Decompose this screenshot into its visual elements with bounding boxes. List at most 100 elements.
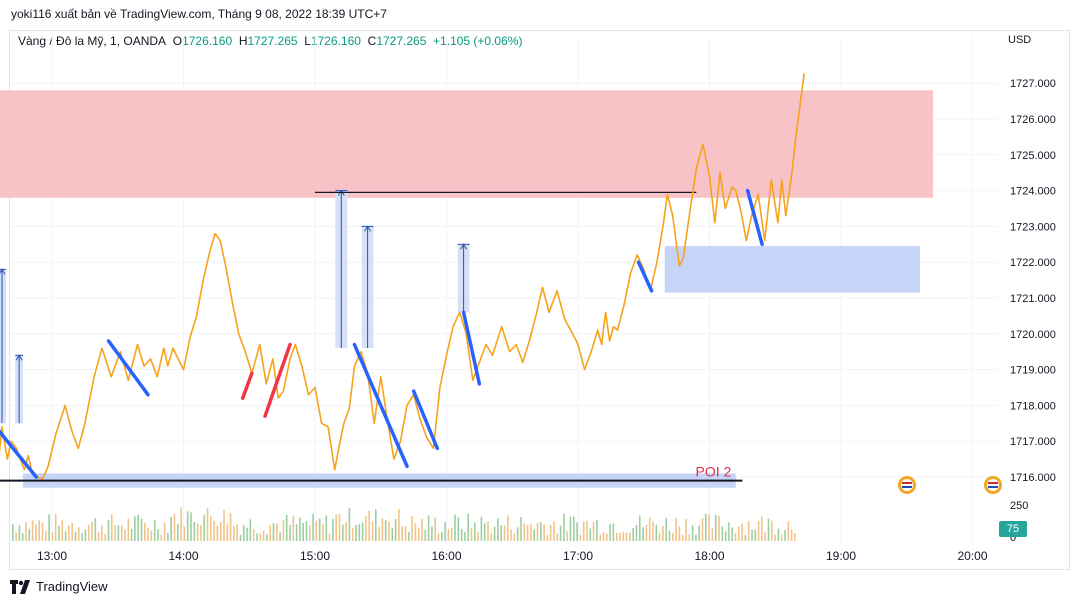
volume-bar [97,532,100,541]
x-tick-label: 17:00 [563,549,593,563]
volume-bar [490,533,493,541]
volume-bar [675,518,677,541]
volume-bar [384,520,387,541]
volume-bar [64,531,67,541]
volume-bar [219,521,222,541]
volume-bar [672,532,674,541]
close-value: 1727.265 [376,34,427,48]
volume-bar [18,525,21,541]
down-leg [411,389,440,451]
volume-bar [328,533,331,541]
volume-bar [582,521,585,541]
volume-bar [41,522,44,541]
volume-bar [226,523,229,541]
volume-bar [196,523,199,541]
volume-bar [144,522,146,541]
volume-bar [652,521,654,541]
volume-bar [507,515,509,541]
volume-bar [559,525,562,541]
volume-bar [421,518,423,541]
volume-bar [269,525,271,541]
volume-bar [708,514,710,541]
volume-bar [285,515,288,541]
volume-bar [358,523,361,541]
volume-bar [325,515,328,541]
y-tick-label: 1725.000 [1010,150,1056,162]
volume-bar [256,533,258,541]
volume-bar [216,525,219,541]
footer-brand[interactable]: TradingView [10,579,108,594]
volume-bar [94,518,97,541]
volume-bar [480,516,483,541]
measure-arrowhead [337,189,345,196]
y-tick-label: 1723.000 [1010,221,1056,233]
volume-bar [566,531,568,541]
symbol-name[interactable]: Vàng / Đô la Mỹ, 1, OANDA [18,34,167,48]
volume-bar [493,526,496,541]
up-leg [240,371,254,400]
measure-box [0,269,6,424]
volume-bar [190,512,192,541]
volume-bar [120,525,123,541]
volume-bar [573,516,575,541]
volume-bar [642,527,644,541]
volume-bar [332,518,334,541]
volume-bar [262,530,265,541]
volume-bar [180,507,182,541]
volume-bar [84,529,87,541]
volume-bar [368,510,370,541]
volume-bar [530,524,532,541]
volume-bar [629,532,631,541]
volume-bar [361,522,364,541]
volume-bar [114,525,116,541]
volume-bar [130,529,133,541]
volume-bar [398,509,400,541]
volume-bar [233,526,235,541]
volume-bar [655,524,658,541]
volume-bar [58,525,60,541]
volume-bar [632,528,634,541]
volume-bar [177,524,179,541]
volume-bar [780,534,783,541]
volume-bar [774,534,776,541]
volume-bar [738,526,740,541]
price-line [0,73,805,480]
volume-bar [563,513,565,541]
volume-bar [487,521,489,541]
volume-bar [71,522,73,541]
x-tick-label: 13:00 [37,549,67,563]
low-value: 1726.160 [310,34,361,48]
volume-bar [101,525,103,541]
symbol-legend: Vàng / Đô la Mỹ, 1, OANDA O1726.160 H172… [18,34,522,48]
volume-bar [295,524,298,541]
volume-bar [464,532,466,541]
volume-bar [210,516,212,541]
volume-bar [540,522,542,541]
volume-bar [424,529,427,541]
volume-bar [771,520,773,541]
y-tick-label: 1721.000 [1010,293,1056,305]
volume-bar [87,524,90,541]
volume-bar [668,530,671,541]
volume-bar [665,517,667,541]
supply-zone [0,90,934,198]
volume-bar [711,528,714,541]
volume-bar [615,533,618,541]
volume-bar [417,527,420,541]
volume-bar [645,524,648,541]
currency-label[interactable]: USD [1008,34,1032,46]
volume-bar [381,518,384,541]
down-leg [106,339,150,397]
volume-bar [431,526,433,541]
volume-bar [160,534,163,541]
volume-bar [787,521,790,541]
volume-bar [25,522,27,541]
volume-bar [371,521,374,541]
volume-bar [104,533,106,541]
volume-bar [127,518,130,541]
volume-bar [375,509,377,541]
volume-bar [586,521,588,541]
measure-arrowhead [364,225,372,232]
volume-bar [51,532,54,541]
